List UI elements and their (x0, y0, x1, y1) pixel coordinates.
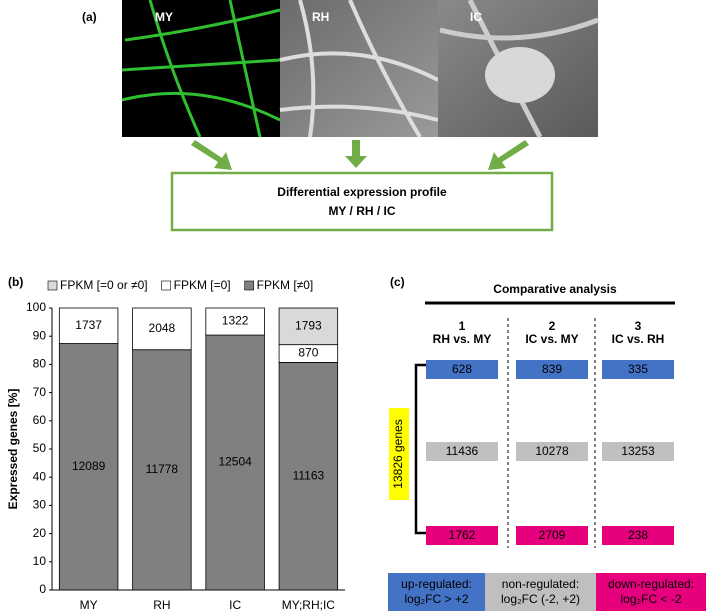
bar-segment (278, 307, 339, 346)
image-label: RH (312, 10, 329, 24)
count-label: 1793 (295, 319, 322, 333)
bar-segment (278, 362, 339, 591)
bar-chart: 0 10 20 30 40 50 60 70 80 90 100 MY 12089 1737 RH 11778… (26, 278, 345, 612)
legend-box (596, 573, 706, 611)
count-value: 11436 (446, 444, 479, 458)
y-tick-label: 50 (33, 441, 47, 455)
column-number: 1 (459, 319, 466, 333)
column-label: IC vs. RH (612, 332, 665, 346)
y-tick-label: 30 (33, 498, 47, 512)
count-label: 11163 (293, 468, 325, 482)
column-label: IC vs. MY (525, 332, 578, 346)
count-box (602, 442, 674, 461)
legend-rule: log₂FC < -2 (620, 592, 681, 606)
count-value: 238 (628, 528, 648, 542)
legend-swatch (161, 280, 171, 291)
total-label: 13826 genes (391, 419, 405, 488)
micrographs (121, 0, 599, 139)
count-box (602, 526, 674, 545)
count-label: 1737 (75, 318, 102, 332)
legend-rule: log₂FC > +2 (404, 592, 468, 606)
count-label: 11778 (146, 462, 179, 476)
column-number: 2 (549, 319, 556, 333)
cushion (485, 47, 555, 103)
count-value: 839 (542, 362, 562, 376)
y-tick-label: 40 (33, 469, 47, 483)
x-tick-label: MY;RH;IC (282, 598, 336, 612)
profile-box (170, 171, 554, 232)
count-box (426, 360, 498, 379)
y-tick-label: 80 (33, 357, 47, 371)
legend-rule: log₂FC (-2, +2) (501, 592, 580, 606)
y-tick-label: 60 (33, 413, 47, 427)
count-value: 2709 (539, 528, 566, 542)
column-number: 3 (635, 319, 642, 333)
panel-label: (a) (82, 10, 97, 24)
count-box (602, 360, 674, 379)
bar-segment (205, 307, 265, 336)
legend-box (485, 573, 596, 611)
x-tick-label: MY (80, 598, 98, 612)
count-value: 628 (452, 362, 472, 376)
count-box (516, 526, 588, 545)
legend-label: FPKM [=0] (174, 278, 231, 292)
legend-title: non-regulated: (502, 577, 579, 591)
legend-title: up-regulated: (401, 577, 472, 591)
legend-label: FPKM [=0 or ≠0] (60, 278, 148, 292)
y-tick-label: 100 (26, 300, 46, 314)
hyphae (279, 0, 439, 139)
comparison-table: 1RH vs. MY 628 11436 1762 2IC vs. MY 839 10278… (388, 319, 706, 611)
y-tick-label: 20 (33, 526, 47, 540)
bar-segment (132, 349, 192, 591)
profile-subtitle: MY / RH / IC (328, 204, 395, 218)
count-value: 10278 (535, 444, 569, 458)
y-tick-label: 70 (33, 385, 47, 399)
bar-segment (58, 343, 119, 591)
count-value: 1762 (449, 528, 476, 542)
count-label: 12504 (218, 455, 252, 469)
legend-swatch (47, 280, 58, 291)
count-box (516, 360, 588, 379)
legend-label: FPKM [≠0] (257, 278, 314, 292)
total-box (389, 408, 409, 500)
y-axis-title: Expressed genes [%] (6, 389, 20, 510)
x-tick-label: IC (229, 598, 241, 612)
count-box (516, 442, 588, 461)
legend-box (388, 573, 485, 611)
count-label: 2048 (149, 321, 176, 335)
hyphae (121, 0, 281, 138)
bar-segment (205, 334, 265, 591)
image-label: IC (470, 10, 482, 24)
y-tick-label: 10 (33, 554, 47, 568)
count-label: 870 (298, 346, 318, 360)
bar-segment (132, 307, 192, 351)
count-box (426, 526, 498, 545)
count-value: 13253 (621, 444, 655, 458)
y-tick-label: 90 (33, 328, 47, 342)
count-label: 12089 (72, 459, 106, 473)
legend-title: down-regulated: (608, 577, 694, 591)
column-label: RH vs. MY (433, 332, 492, 346)
y-tick-label: 0 (39, 582, 46, 596)
profile-title: Differential expression profile (277, 185, 447, 199)
x-tick-label: RH (153, 598, 170, 612)
analysis-title: Comparative analysis (493, 282, 617, 296)
count-value: 335 (628, 362, 648, 376)
count-label: 1322 (222, 314, 249, 328)
image-label: MY (155, 10, 173, 24)
bar-segment (58, 307, 119, 344)
panel-label: (b) (8, 275, 23, 289)
bracket (414, 363, 428, 535)
arrows (191, 140, 529, 170)
legend-swatch (244, 280, 254, 291)
count-box (426, 442, 498, 461)
panel-label: (c) (390, 275, 405, 289)
